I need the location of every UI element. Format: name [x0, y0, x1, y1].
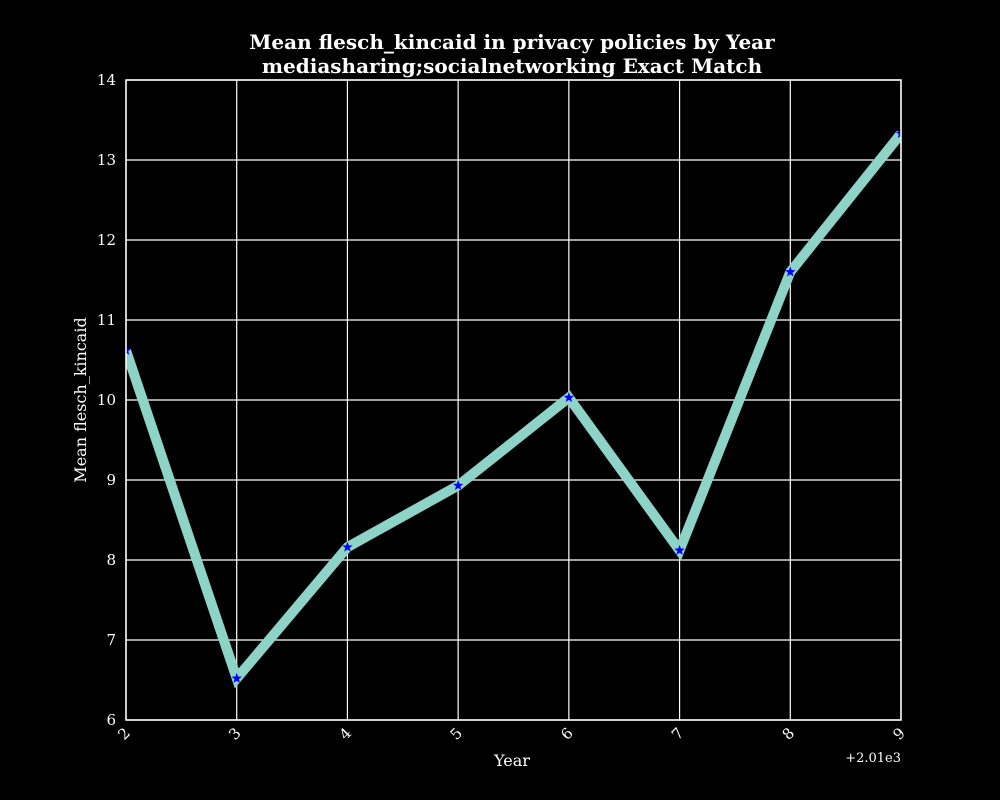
- data-point-marker: [674, 544, 685, 555]
- x-offset-label: +2.01e3: [845, 751, 901, 766]
- y-tick-label: 13: [97, 151, 116, 169]
- data-point-marker: [231, 672, 242, 683]
- y-tick-label: 12: [97, 231, 116, 249]
- x-tick-label: 3: [225, 724, 244, 743]
- x-tick-label: 7: [668, 724, 687, 743]
- data-point-marker: [342, 541, 353, 552]
- x-tick-label: 9: [889, 724, 908, 743]
- data-point-marker: [126, 344, 132, 355]
- grid: [125, 79, 902, 721]
- series-layer: [126, 128, 901, 689]
- chart-title: Mean flesch_kincaid in privacy policies …: [249, 30, 775, 54]
- chart-subtitle: mediasharing;socialnetworking Exact Matc…: [262, 54, 763, 78]
- data-point-marker: [785, 266, 796, 277]
- data-point-marker: [563, 392, 575, 403]
- series-line: [126, 130, 901, 689]
- y-axis-label: Mean flesch_kincaid: [71, 317, 90, 482]
- y-tick-label: 10: [97, 391, 116, 409]
- y-tick-label: 14: [97, 71, 116, 89]
- x-tick-label: 6: [557, 724, 576, 743]
- data-point-marker: [895, 128, 901, 139]
- y-tick-label: 8: [106, 551, 116, 569]
- x-axis-label: Year: [493, 751, 530, 770]
- y-tick-label: 7: [106, 631, 116, 649]
- tick-labels: 6 7 8 9 10 11 12 13 14 2 3 4 5 6 7 8 9: [97, 71, 909, 744]
- y-tick-label: 11: [97, 311, 116, 329]
- x-tick-label: 4: [336, 724, 355, 743]
- y-tick-label: 6: [106, 711, 116, 729]
- x-tick-label: 8: [779, 724, 798, 743]
- plot-frame: [125, 79, 902, 721]
- data-point-marker: [452, 480, 464, 491]
- x-tick-label: 5: [446, 724, 465, 743]
- x-tick-label: 2: [114, 724, 133, 743]
- series-group: [126, 128, 901, 689]
- y-tick-label: 9: [106, 471, 116, 489]
